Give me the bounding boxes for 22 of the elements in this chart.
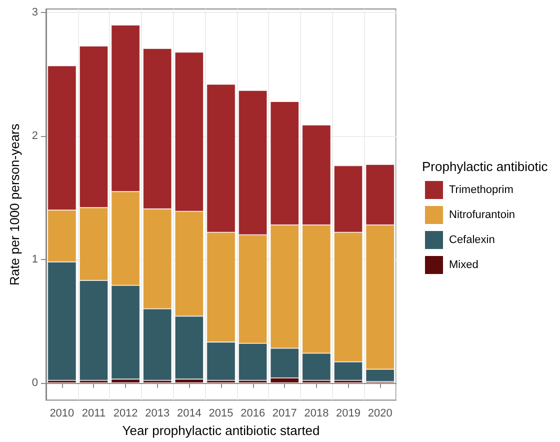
x-tick-label: 2013 xyxy=(145,408,170,420)
x-axis-title: Year prophylactic antibiotic started xyxy=(122,423,320,438)
legend-label: Mixed xyxy=(449,259,478,271)
legend-label: Nitrofurantoin xyxy=(449,209,516,221)
y-tick-label: 0 xyxy=(32,376,38,389)
legend-label: Cefalexin xyxy=(449,234,495,246)
legend-label: Trimethoprim xyxy=(449,184,514,196)
x-tick-label: 2015 xyxy=(208,408,234,420)
y-tick-label: 2 xyxy=(32,130,38,142)
x-tick-label: 2018 xyxy=(304,408,329,420)
x-tick-label: 2012 xyxy=(113,408,138,420)
x-tick-label: 2014 xyxy=(176,408,202,420)
x-tick-label: 2019 xyxy=(336,408,361,420)
x-tick-label: 2010 xyxy=(50,408,74,420)
y-tick-label: 1 xyxy=(32,253,38,266)
legend-title: Prophylactic antibiotic xyxy=(422,159,548,174)
x-tick-label: 2011 xyxy=(82,408,106,420)
y-axis-title: Rate per 1000 person-years xyxy=(7,123,22,286)
x-tick-label: 2017 xyxy=(272,408,297,420)
x-tick-label: 2020 xyxy=(368,408,392,420)
x-tick-label: 2016 xyxy=(240,408,266,420)
y-tick-label: 3 xyxy=(32,6,38,19)
